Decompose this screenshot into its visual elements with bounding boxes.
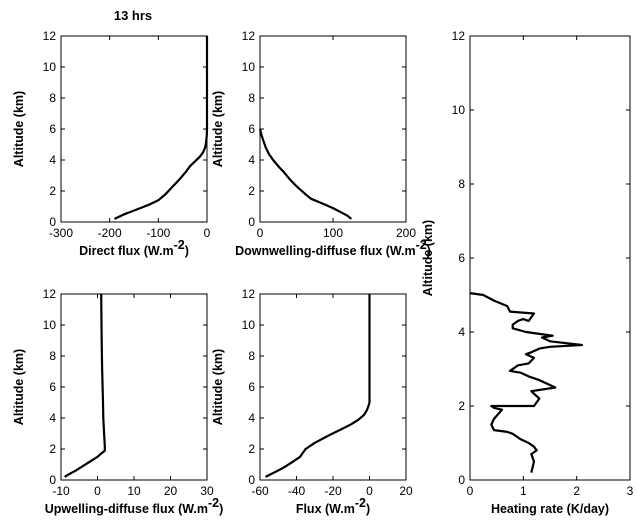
y-tick-label: 2 <box>49 442 56 456</box>
x-tick-label: 0 <box>257 226 264 240</box>
y-tick-label: 10 <box>452 103 466 117</box>
x-tick-label: -60 <box>251 484 269 498</box>
y-tick-label: 4 <box>49 153 56 167</box>
x-axis-label-tail: ) <box>427 244 431 258</box>
x-tick-label: 200 <box>396 226 416 240</box>
figure-title: 13 hrs <box>114 8 152 23</box>
x-tick-label: 2 <box>573 484 580 498</box>
profile-line <box>64 293 106 478</box>
y-tick-label: 8 <box>248 349 255 363</box>
y-tick-label: 0 <box>248 473 255 487</box>
x-axis-label: Flux (W.m-2) <box>296 496 370 516</box>
y-tick-label: 0 <box>49 473 56 487</box>
x-tick-label: -300 <box>49 226 73 240</box>
y-tick-label: 2 <box>49 184 56 198</box>
y-axis-label: Altitude (km) <box>12 349 26 425</box>
y-tick-label: 10 <box>43 318 57 332</box>
y-tick-label: 8 <box>49 349 56 363</box>
panel-direct: -300 -200 -100 0 0 2 4 6 8 10 12 Altitude (km) Direc… <box>12 29 211 258</box>
x-tick-label: 0 <box>204 226 211 240</box>
y-tick-label: 0 <box>49 215 56 229</box>
y-tick-label: 12 <box>452 29 466 43</box>
x-tick-label: 20 <box>164 484 178 498</box>
y-tick-label: 6 <box>248 122 255 136</box>
x-axis-label-tail: ) <box>366 502 370 516</box>
x-tick-label: 30 <box>200 484 214 498</box>
profile-line <box>265 294 371 478</box>
plot-frame <box>60 293 208 481</box>
x-axis-label-exponent: -2 <box>355 496 366 510</box>
y-tick-label: 6 <box>248 380 255 394</box>
x-axis-label: Direct flux (W.m-2) <box>79 238 189 258</box>
x-tick-label: 100 <box>323 226 343 240</box>
plot-frame <box>259 293 407 481</box>
x-axis-label-exponent: -2 <box>208 496 219 510</box>
y-axis-label: Altitude (km) <box>211 91 225 167</box>
y-tick-label: 8 <box>49 91 56 105</box>
x-axis-label: Downwelling-diffuse flux (W.m-2) <box>235 238 431 258</box>
y-tick-label: 6 <box>49 380 56 394</box>
x-tick-label: 1 <box>520 484 527 498</box>
x-axis-label-text: Direct flux (W.m <box>79 244 173 258</box>
y-tick-label: 10 <box>242 318 256 332</box>
x-tick-label: 0 <box>467 484 474 498</box>
y-tick-label: 4 <box>248 153 255 167</box>
y-axis-label: Altitude (km) <box>12 91 26 167</box>
y-tick-label: 6 <box>49 122 56 136</box>
x-axis-label: Upwelling-diffuse flux (W.m-2) <box>45 496 224 516</box>
x-tick-label: -200 <box>98 226 122 240</box>
x-axis-label-tail: ) <box>185 244 189 258</box>
x-tick-label: 20 <box>399 484 413 498</box>
x-tick-label: -40 <box>288 484 306 498</box>
y-tick-label: 0 <box>248 215 255 229</box>
x-axis-label-exponent: -2 <box>416 238 427 252</box>
plot-frame <box>60 35 208 223</box>
y-tick-label: 12 <box>242 287 256 301</box>
x-tick-label: -100 <box>146 226 170 240</box>
y-tick-label: 6 <box>458 251 465 265</box>
profile-line <box>469 292 584 473</box>
y-tick-label: 10 <box>43 60 57 74</box>
y-tick-label: 8 <box>248 91 255 105</box>
profile-line <box>258 128 353 220</box>
y-tick-label: 2 <box>248 442 255 456</box>
y-tick-label: 12 <box>43 287 57 301</box>
y-tick-label: 2 <box>458 399 465 413</box>
y-tick-label: 12 <box>43 29 57 43</box>
y-axis-label: Altitude (km) <box>421 220 435 296</box>
x-tick-label: 0 <box>366 484 373 498</box>
x-axis-label-exponent: -2 <box>174 238 185 252</box>
y-tick-label: 4 <box>458 325 465 339</box>
x-tick-label: 0 <box>94 484 101 498</box>
x-axis-label-text: Downwelling-diffuse flux (W.m <box>235 244 416 258</box>
y-tick-label: 8 <box>458 177 465 191</box>
plot-frame <box>469 35 631 481</box>
x-tick-label: 10 <box>127 484 141 498</box>
y-tick-label: 2 <box>248 184 255 198</box>
y-tick-label: 4 <box>49 411 56 425</box>
x-axis-label-tail: ) <box>219 502 223 516</box>
x-axis-label-text: Upwelling-diffuse flux (W.m <box>45 502 208 516</box>
x-axis-label-text: Flux (W.m <box>296 502 355 516</box>
y-tick-label: 12 <box>242 29 256 43</box>
x-axis-label: Heating rate (K/day) <box>491 502 609 516</box>
profile-line <box>114 36 209 220</box>
y-axis-label: Altitude (km) <box>211 349 225 425</box>
y-tick-label: 0 <box>458 473 465 487</box>
x-tick-label: -20 <box>324 484 342 498</box>
panel-net: -60 -40 -20 0 20 0 2 4 6 8 10 12 Altitude (km) Flux (… <box>211 287 413 516</box>
y-tick-label: 10 <box>242 60 256 74</box>
plot-frame <box>259 35 407 223</box>
panel-downwelling: 0 100 200 0 2 4 6 8 10 12 Altitude (km) Downwelling… <box>211 29 431 258</box>
x-axis-label-text: Heating rate (K/day) <box>491 502 609 516</box>
x-tick-label: 3 <box>627 484 634 498</box>
x-tick-label: -10 <box>52 484 70 498</box>
y-tick-label: 4 <box>248 411 255 425</box>
